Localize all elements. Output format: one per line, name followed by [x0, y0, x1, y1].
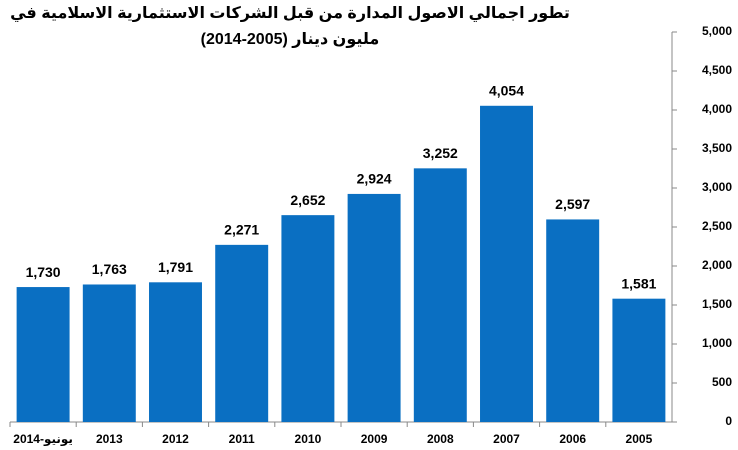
x-tick-label: 2007 [493, 432, 520, 446]
y-tick-label: 3,000 [702, 180, 732, 194]
value-label: 1,791 [158, 259, 193, 275]
bar [612, 298, 666, 422]
bar [215, 244, 269, 422]
y-tick-label: 1,000 [702, 336, 732, 350]
value-label: 2,271 [224, 222, 259, 238]
y-tick-label: 3,500 [702, 141, 732, 155]
bar [546, 219, 600, 422]
value-label: 1,763 [92, 261, 127, 277]
y-tick-label: 500 [712, 375, 732, 389]
x-tick-label: 2009 [361, 432, 388, 446]
x-tick-label: 2008 [427, 432, 454, 446]
bar [16, 287, 70, 422]
y-tick-label: 5,000 [702, 24, 732, 38]
value-label: 1,581 [621, 275, 656, 291]
bar [149, 282, 202, 422]
y-tick-label: 2,500 [702, 219, 732, 233]
value-label: 4,054 [489, 82, 524, 98]
x-tick-label: 2005 [626, 432, 653, 446]
bar [480, 105, 533, 423]
y-tick-label: 0 [725, 414, 732, 428]
chart-title: تطور اجمالي الاصول المدارة من قبل الشركا… [10, 5, 570, 23]
x-tick-label: 2011 [229, 432, 255, 446]
value-label: 2,924 [357, 171, 392, 187]
value-label: 2,652 [290, 192, 325, 208]
bar [347, 193, 401, 422]
y-tick-label: 4,000 [702, 102, 732, 116]
bar [82, 284, 136, 422]
y-tick-label: 1,500 [702, 297, 732, 311]
x-tick-label: يونيو-2014 [13, 432, 73, 447]
value-label: 2,597 [555, 196, 590, 212]
y-tick-label: 4,500 [702, 63, 732, 77]
value-label: 3,252 [423, 145, 458, 161]
bar [281, 215, 335, 422]
x-tick-label: 2012 [162, 432, 189, 446]
x-tick-label: 2013 [96, 432, 123, 446]
y-tick-label: 2,000 [702, 258, 732, 272]
value-label: 1,730 [26, 264, 61, 280]
bar [413, 168, 467, 422]
x-tick-label: 2010 [295, 432, 322, 446]
x-tick-label: 2006 [559, 432, 586, 446]
chart-title: (2014-2005) مليون دينار [201, 31, 380, 48]
